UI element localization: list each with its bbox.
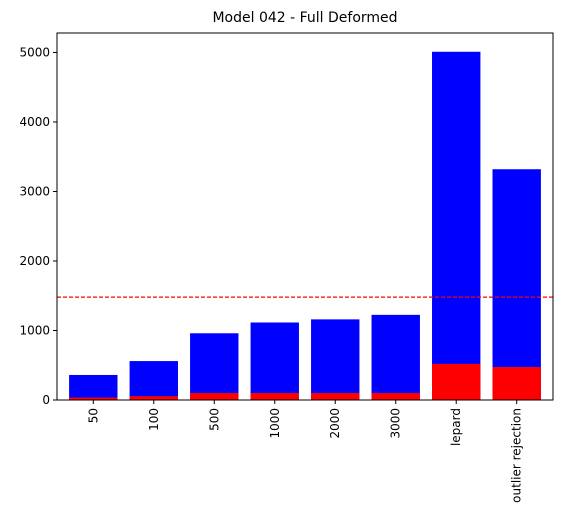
bar-inlier-1 bbox=[129, 396, 178, 400]
bar-total-3 bbox=[250, 322, 299, 400]
x-tick-label-5: 3000 bbox=[389, 408, 403, 439]
x-axis-ticks: 50 100 500 1000 2000 3000 lepard outlier reject… bbox=[86, 400, 524, 503]
chart-title: Model 042 - Full Deformed bbox=[212, 10, 397, 26]
bar-total-2 bbox=[190, 333, 239, 400]
bar-inlier-2 bbox=[190, 393, 239, 400]
x-tick-label-7: outlier rejection bbox=[510, 408, 524, 503]
x-tick-label-0: 50 bbox=[86, 408, 100, 423]
bar-total-5 bbox=[371, 314, 420, 400]
x-tick-label-3: 1000 bbox=[268, 408, 282, 439]
x-tick-label-4: 2000 bbox=[328, 408, 342, 439]
bar-inlier-7 bbox=[492, 366, 541, 400]
bar-inlier-4 bbox=[311, 393, 360, 400]
x-tick-label-2: 500 bbox=[207, 408, 221, 431]
y-tick-label-4: 4000 bbox=[19, 115, 50, 129]
bar-total-4 bbox=[311, 319, 360, 400]
x-tick-label-6: lepard bbox=[449, 408, 463, 446]
y-tick-label-5: 5000 bbox=[19, 45, 50, 59]
bar-total-7 bbox=[492, 169, 541, 400]
bar-total-0 bbox=[69, 374, 118, 400]
bar-inlier-3 bbox=[250, 393, 299, 400]
plot-frame bbox=[56, 32, 554, 401]
y-tick-label-1: 1000 bbox=[19, 323, 50, 337]
bar-total-6 bbox=[432, 51, 481, 401]
y-tick-label-2: 2000 bbox=[19, 254, 50, 268]
bar-inlier-6 bbox=[432, 363, 481, 400]
bars-layer bbox=[69, 51, 541, 401]
bar-inlier-0 bbox=[69, 397, 118, 400]
bar-total-1 bbox=[129, 361, 178, 400]
y-axis-ticks: 0 1000 2000 3000 4000 5000 bbox=[19, 45, 57, 407]
y-tick-label-3: 3000 bbox=[19, 184, 50, 198]
x-tick-label-1: 100 bbox=[147, 408, 161, 431]
bar-inlier-5 bbox=[371, 393, 420, 400]
y-tick-label-0: 0 bbox=[42, 393, 50, 407]
axes-layer bbox=[56, 32, 554, 401]
